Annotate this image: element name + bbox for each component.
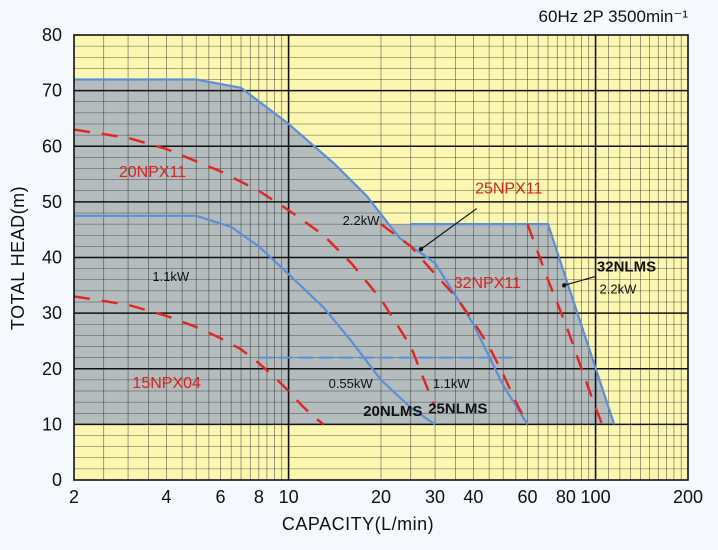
y-tick-label: 40	[42, 248, 62, 268]
envelope-20nlms	[74, 214, 436, 426]
pump-envelopes	[74, 78, 616, 426]
x-tick-label: 40	[463, 487, 483, 507]
y-tick-labels: 0 10 20 30 40 50 60 70 80	[42, 25, 62, 490]
y-tick-label: 30	[42, 303, 62, 323]
x-tick-labels: 2 4 6 8 10 20 30 40 60 80 100 200	[69, 487, 703, 507]
annotation-15npx04: 15NPX04	[132, 375, 201, 392]
annotation-20npx11: 20NPX11	[119, 164, 186, 181]
x-tick-label: 4	[161, 487, 171, 507]
grid-major	[74, 35, 688, 480]
y-tick-label: 80	[42, 25, 62, 45]
curve-15npx04	[73, 295, 325, 426]
x-tick-label: 100	[581, 487, 611, 507]
annotations: 20NPX11 2.2kW 1.1kW 0.55kW 1.1kW 15NPX04 20NLM…	[119, 164, 656, 420]
annotation-2-2kw: 2.2kW	[600, 282, 638, 297]
x-tick-label: 6	[215, 487, 225, 507]
annotation-20nlms: 20NLMS	[363, 403, 422, 420]
curve-32npx11	[526, 223, 604, 425]
x-tick-label: 20	[371, 487, 391, 507]
leader-dot	[418, 246, 424, 252]
x-axis-label: CAPACITY(L/min)	[282, 514, 434, 534]
annotation-2-2kw: 2.2kW	[343, 213, 381, 228]
y-tick-label: 50	[42, 192, 62, 212]
y-axis-label: TOTAL HEAD(m)	[8, 186, 28, 330]
y-tick-label: 0	[52, 470, 62, 490]
annotation-32npx11: 32NPX11	[454, 275, 521, 292]
pump-curves	[73, 128, 604, 426]
y-tick-label: 10	[42, 414, 62, 434]
annotation-25nlms: 25NLMS	[428, 400, 487, 417]
leader-line	[563, 275, 596, 286]
y-tick-label: 70	[42, 81, 62, 101]
x-tick-label: 60	[517, 487, 537, 507]
x-tick-label: 2	[69, 487, 79, 507]
envelope-25nlms	[74, 78, 529, 425]
envelope-32nlms	[410, 223, 616, 425]
leader-lines	[418, 208, 596, 288]
x-tick-label: 200	[673, 487, 703, 507]
annotation-0-55kw: 0.55kW	[329, 376, 374, 391]
annotation-1-1kw: 1.1kW	[433, 376, 471, 391]
x-tick-label: 80	[556, 487, 576, 507]
plot-border	[73, 34, 689, 481]
annotation-1-1kw: 1.1kW	[152, 269, 190, 284]
x-tick-label: 30	[425, 487, 445, 507]
y-tick-label: 60	[42, 136, 62, 156]
plot-area: 20NPX11 2.2kW 1.1kW 0.55kW 1.1kW 15NPX04 20NLM…	[73, 34, 689, 481]
chart-title: 60Hz 2P 3500min⁻¹	[539, 7, 689, 26]
x-tick-label: 10	[279, 487, 299, 507]
leader-dot	[561, 283, 567, 288]
leader-line	[420, 208, 478, 250]
annotation-32nlms: 32NLMS	[597, 258, 656, 275]
x-tick-label: 8	[254, 487, 264, 507]
annotation-25npx11: 25NPX11	[475, 181, 542, 198]
y-tick-label: 20	[42, 359, 62, 379]
curve-20npx11	[73, 128, 437, 409]
